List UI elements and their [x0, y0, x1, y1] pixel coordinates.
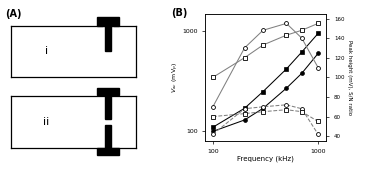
Y-axis label: $V_{ac}$ (mV$_{p}$): $V_{ac}$ (mV$_{p}$)	[171, 62, 181, 93]
Bar	[97, 17, 119, 26]
Text: (B): (B)	[172, 8, 188, 19]
Bar	[97, 88, 119, 95]
Bar	[105, 95, 111, 119]
X-axis label: Frequency (kHz): Frequency (kHz)	[237, 155, 295, 162]
Bar	[97, 148, 119, 155]
Bar	[105, 125, 111, 148]
Text: i: i	[45, 46, 48, 56]
Text: ii: ii	[43, 117, 49, 127]
Y-axis label: Peak height (mV), S/N ratio: Peak height (mV), S/N ratio	[347, 40, 352, 115]
Bar	[105, 26, 111, 51]
Text: (A): (A)	[5, 9, 21, 19]
